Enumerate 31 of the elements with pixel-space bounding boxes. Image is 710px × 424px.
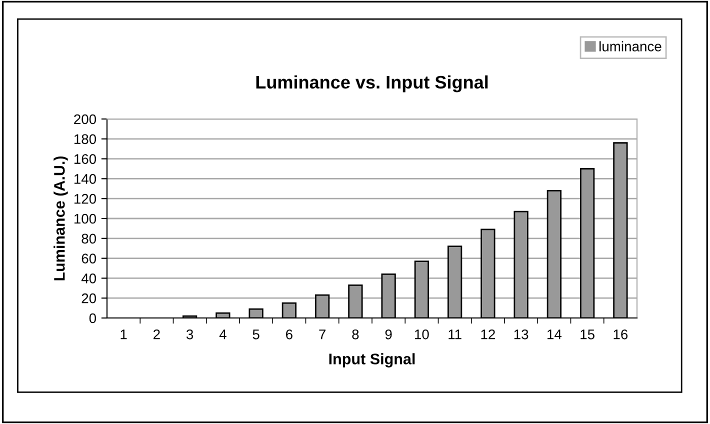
legend-label: luminance	[600, 41, 662, 52]
x-tick-label: 14	[548, 330, 562, 340]
x-tick-label: 12	[481, 329, 495, 340]
x-tick-label: 5	[252, 330, 260, 340]
y-tick-label: 160	[74, 154, 96, 164]
x-tick-label: 4	[219, 330, 226, 340]
x-tick-label: 9	[385, 329, 392, 340]
x-tick-label: 7	[319, 330, 326, 340]
x-tick-label: 8	[352, 329, 359, 340]
x-tick-label: 13	[514, 329, 528, 340]
y-tick-label: 120	[74, 194, 96, 204]
x-tick-label: 11	[448, 330, 462, 340]
x-tick-label: 1	[120, 330, 127, 340]
y-axis-title: Luminance (A.U.)	[54, 156, 68, 280]
x-tick-label: 15	[580, 330, 594, 340]
y-tick-label: 100	[74, 214, 96, 224]
y-tick-label: 80	[82, 234, 96, 244]
x-tick-label: 3	[186, 329, 194, 340]
x-axis-title: Input Signal	[329, 353, 415, 368]
y-tick-label: 20	[82, 293, 96, 304]
y-tick-label: 180	[74, 134, 96, 144]
x-tick-label: 16	[614, 329, 628, 340]
chart-title: Luminance vs. Input Signal	[256, 75, 488, 92]
x-tick-label: 6	[286, 329, 292, 340]
x-tick-label: 2	[154, 329, 160, 340]
y-tick-label: 200	[74, 114, 96, 124]
y-tick-label: 40	[81, 274, 96, 284]
x-tick-label: 10	[415, 329, 429, 340]
y-tick-label: 0	[89, 313, 96, 324]
y-tick-label: 140	[74, 174, 96, 184]
y-tick-label: 60	[82, 254, 96, 264]
